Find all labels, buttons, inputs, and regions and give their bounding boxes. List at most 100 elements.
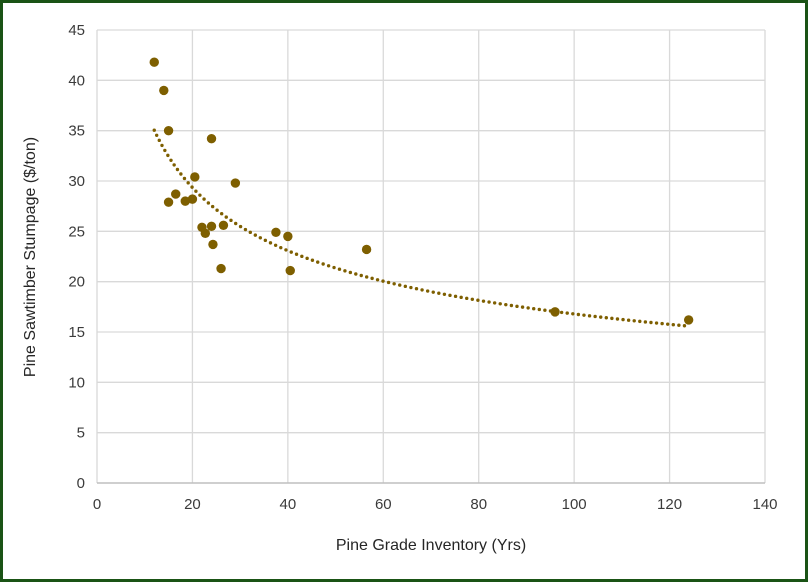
- trendline-dot: [453, 294, 458, 299]
- trendline-dot: [166, 153, 170, 158]
- trendline-dot: [243, 227, 248, 232]
- data-point: [187, 194, 198, 204]
- trendline-dot: [565, 311, 569, 315]
- data-point: [206, 221, 217, 231]
- trendline-dot: [392, 282, 396, 286]
- trendline-dot: [442, 292, 447, 296]
- data-point: [208, 239, 218, 250]
- trendline-dot: [537, 307, 542, 312]
- trendline-dot: [305, 256, 309, 261]
- y-tick-label: 0: [77, 475, 85, 492]
- data-point: [180, 196, 190, 206]
- trendline-dot: [172, 163, 176, 167]
- trendline-dot: [343, 269, 347, 273]
- trendline-dot: [248, 230, 253, 235]
- x-tick-label: 120: [657, 496, 682, 513]
- trendline-dot: [476, 298, 480, 302]
- trendline-dot: [348, 270, 353, 275]
- trendline-dot: [498, 302, 502, 306]
- y-tick-label: 35: [68, 123, 85, 140]
- trendline-dot: [182, 176, 187, 181]
- trendline-dot: [268, 241, 273, 245]
- trendline-dot: [190, 185, 194, 189]
- trendline-dot: [206, 201, 211, 205]
- trendline-dot: [310, 258, 315, 262]
- data-point: [283, 231, 293, 242]
- trendline-dot: [321, 262, 325, 266]
- data-point: [271, 227, 281, 238]
- trendline-dot: [448, 293, 452, 298]
- trendline-dot: [582, 313, 586, 317]
- trendline: [152, 128, 687, 328]
- trendline-dot: [152, 128, 156, 132]
- trendline-dot: [409, 285, 413, 290]
- trendline-dot: [154, 133, 159, 137]
- trendline-dot: [263, 238, 268, 243]
- trendline-dot: [621, 317, 625, 322]
- trendline-dot: [354, 272, 358, 276]
- trendline-dot: [671, 322, 675, 327]
- data-point: [683, 315, 694, 325]
- trendline-dot: [186, 181, 190, 185]
- trendline-dot: [487, 300, 491, 304]
- trendline-dot: [559, 310, 564, 315]
- trendline-dot: [381, 279, 385, 283]
- data-point: [163, 125, 174, 136]
- trendline-dot: [425, 289, 430, 293]
- trendline-dot: [202, 197, 206, 201]
- trendline-dot: [666, 322, 670, 326]
- trendline-dot: [219, 212, 224, 216]
- data-point: [163, 197, 174, 207]
- data-point: [149, 57, 159, 67]
- y-tick-label: 20: [68, 274, 85, 291]
- trendline-dot: [677, 323, 681, 327]
- trendline-dot: [470, 297, 475, 301]
- trendline-dot: [215, 208, 219, 212]
- data-point: [206, 134, 217, 144]
- trendline-dot: [626, 318, 631, 322]
- trendline-dot: [169, 158, 173, 162]
- trendline-dot: [279, 245, 283, 250]
- data-point: [285, 265, 295, 276]
- trendline-dot: [515, 304, 519, 309]
- y-tick-label: 30: [68, 173, 85, 190]
- trendline-dot: [654, 321, 659, 325]
- trendline-dot: [157, 138, 161, 143]
- trendline-dot: [520, 305, 525, 309]
- trendline-dot: [504, 302, 508, 307]
- trendline-dot: [599, 315, 603, 319]
- x-tick-label: 0: [93, 496, 101, 513]
- x-tick-label: 80: [470, 496, 487, 513]
- trendline-dot: [316, 260, 320, 264]
- y-tick-label: 15: [68, 324, 85, 341]
- y-tick-label: 45: [68, 22, 85, 39]
- trendline-dot: [364, 275, 369, 279]
- trendline-dot: [398, 283, 402, 287]
- x-tick-label: 40: [280, 496, 297, 513]
- trendline-dot: [420, 288, 424, 292]
- trendline-dot: [386, 280, 391, 285]
- data-point: [159, 85, 169, 96]
- trendline-dot: [160, 143, 164, 148]
- x-tick-label: 100: [562, 496, 587, 513]
- trendline-dot: [615, 317, 620, 321]
- trendline-dot: [437, 291, 441, 295]
- y-axis-title: Pine Sawtimber Stumpage ($/ton): [22, 137, 39, 377]
- trendline-dot: [638, 319, 642, 324]
- data-point: [200, 228, 211, 239]
- trendline-dot: [414, 287, 419, 291]
- trendline-dot: [403, 284, 408, 289]
- trendline-dot: [163, 148, 167, 153]
- data-point: [230, 178, 241, 188]
- trendline-dot: [370, 276, 374, 281]
- trendline-dot: [492, 301, 497, 305]
- trendline-dot: [238, 224, 243, 229]
- x-tick-label: 140: [752, 496, 777, 513]
- trendline-dot: [224, 215, 228, 219]
- trendline-dot: [229, 218, 233, 223]
- trendline-dot: [660, 321, 664, 326]
- trendline-dot: [194, 189, 198, 193]
- trendline-dot: [532, 306, 536, 311]
- trendline-dot: [375, 278, 380, 282]
